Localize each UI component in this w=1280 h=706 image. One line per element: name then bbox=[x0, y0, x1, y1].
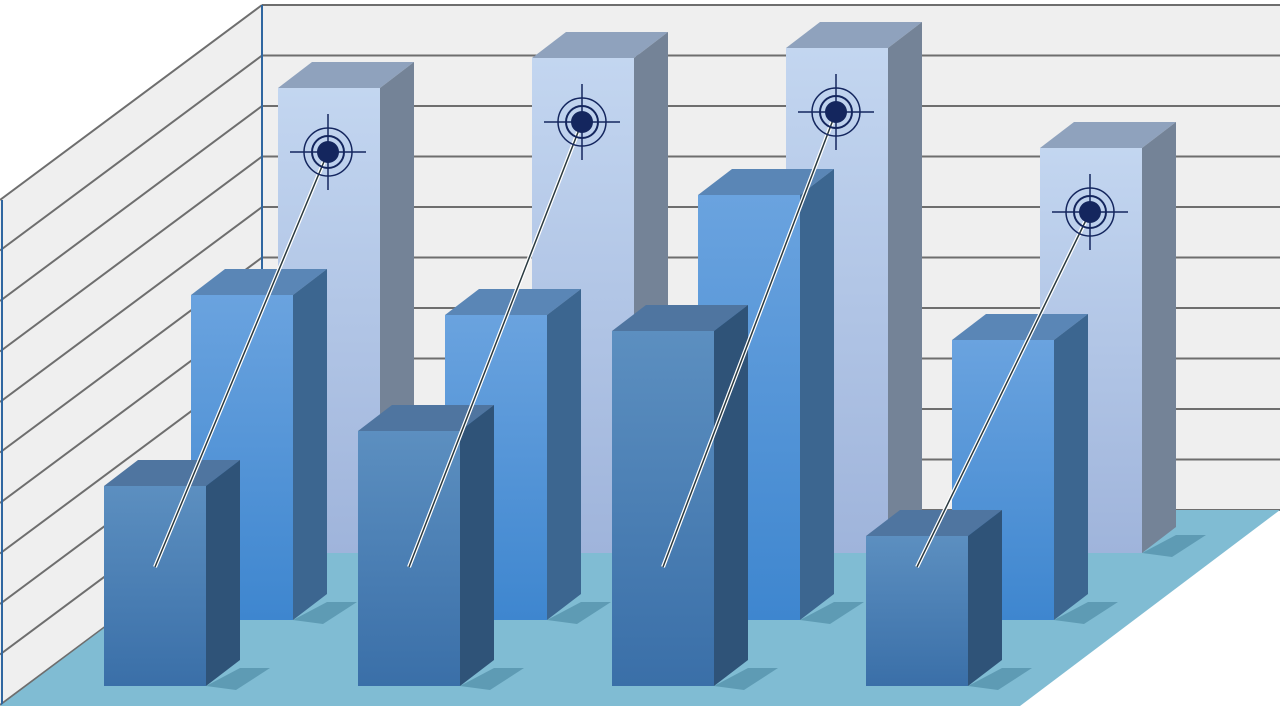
gridline-side bbox=[0, 155, 263, 353]
bar-side bbox=[968, 510, 1002, 686]
bar-top bbox=[1040, 122, 1176, 148]
target-icon bbox=[544, 84, 620, 160]
bar-top bbox=[278, 62, 414, 88]
bar-top bbox=[866, 510, 1002, 536]
bar-top bbox=[104, 460, 240, 486]
bar-shadow bbox=[293, 602, 357, 624]
bar-front bbox=[358, 431, 460, 686]
bar-shadow bbox=[460, 668, 524, 690]
bar-top bbox=[191, 269, 327, 295]
bar-shadow bbox=[547, 602, 611, 624]
bar-front bbox=[104, 486, 206, 686]
bar-front bbox=[866, 536, 968, 686]
bar-top bbox=[532, 32, 668, 58]
target-icon bbox=[290, 114, 366, 190]
leader-line bbox=[662, 111, 837, 568]
target-icon bbox=[1052, 174, 1128, 250]
bar-top bbox=[952, 314, 1088, 340]
leader-line bbox=[916, 211, 1091, 568]
bar-shadow bbox=[714, 668, 778, 690]
bar-shadow bbox=[206, 668, 270, 690]
bar bbox=[358, 405, 524, 690]
bar-side bbox=[293, 269, 327, 620]
bar-top bbox=[612, 305, 748, 331]
bar-top bbox=[786, 22, 922, 48]
bar bbox=[952, 314, 1118, 624]
bar-side bbox=[1054, 314, 1088, 620]
bar-shadow bbox=[968, 668, 1032, 690]
bar bbox=[104, 460, 270, 690]
bar-side bbox=[800, 169, 834, 620]
bar-side bbox=[888, 22, 922, 553]
bar-side bbox=[460, 405, 494, 686]
gridline-side bbox=[0, 105, 263, 302]
leader-line bbox=[408, 121, 583, 568]
bar-side bbox=[714, 305, 748, 686]
gridline-side bbox=[0, 54, 263, 252]
bar-side bbox=[547, 289, 581, 620]
bar-side bbox=[1142, 122, 1176, 553]
gridline-side bbox=[0, 206, 263, 403]
bars bbox=[104, 22, 1206, 690]
target-icon bbox=[798, 74, 874, 150]
bar-front bbox=[612, 331, 714, 686]
bar-top bbox=[358, 405, 494, 431]
bar-shadow bbox=[1142, 535, 1206, 557]
leader-line bbox=[154, 151, 329, 568]
bar bbox=[612, 305, 778, 690]
bar bbox=[866, 510, 1032, 690]
gridline-side bbox=[0, 4, 263, 201]
bar-shadow bbox=[800, 602, 864, 624]
bar-top bbox=[698, 169, 834, 195]
bar-side bbox=[206, 460, 240, 686]
bar-shadow bbox=[1054, 602, 1118, 624]
